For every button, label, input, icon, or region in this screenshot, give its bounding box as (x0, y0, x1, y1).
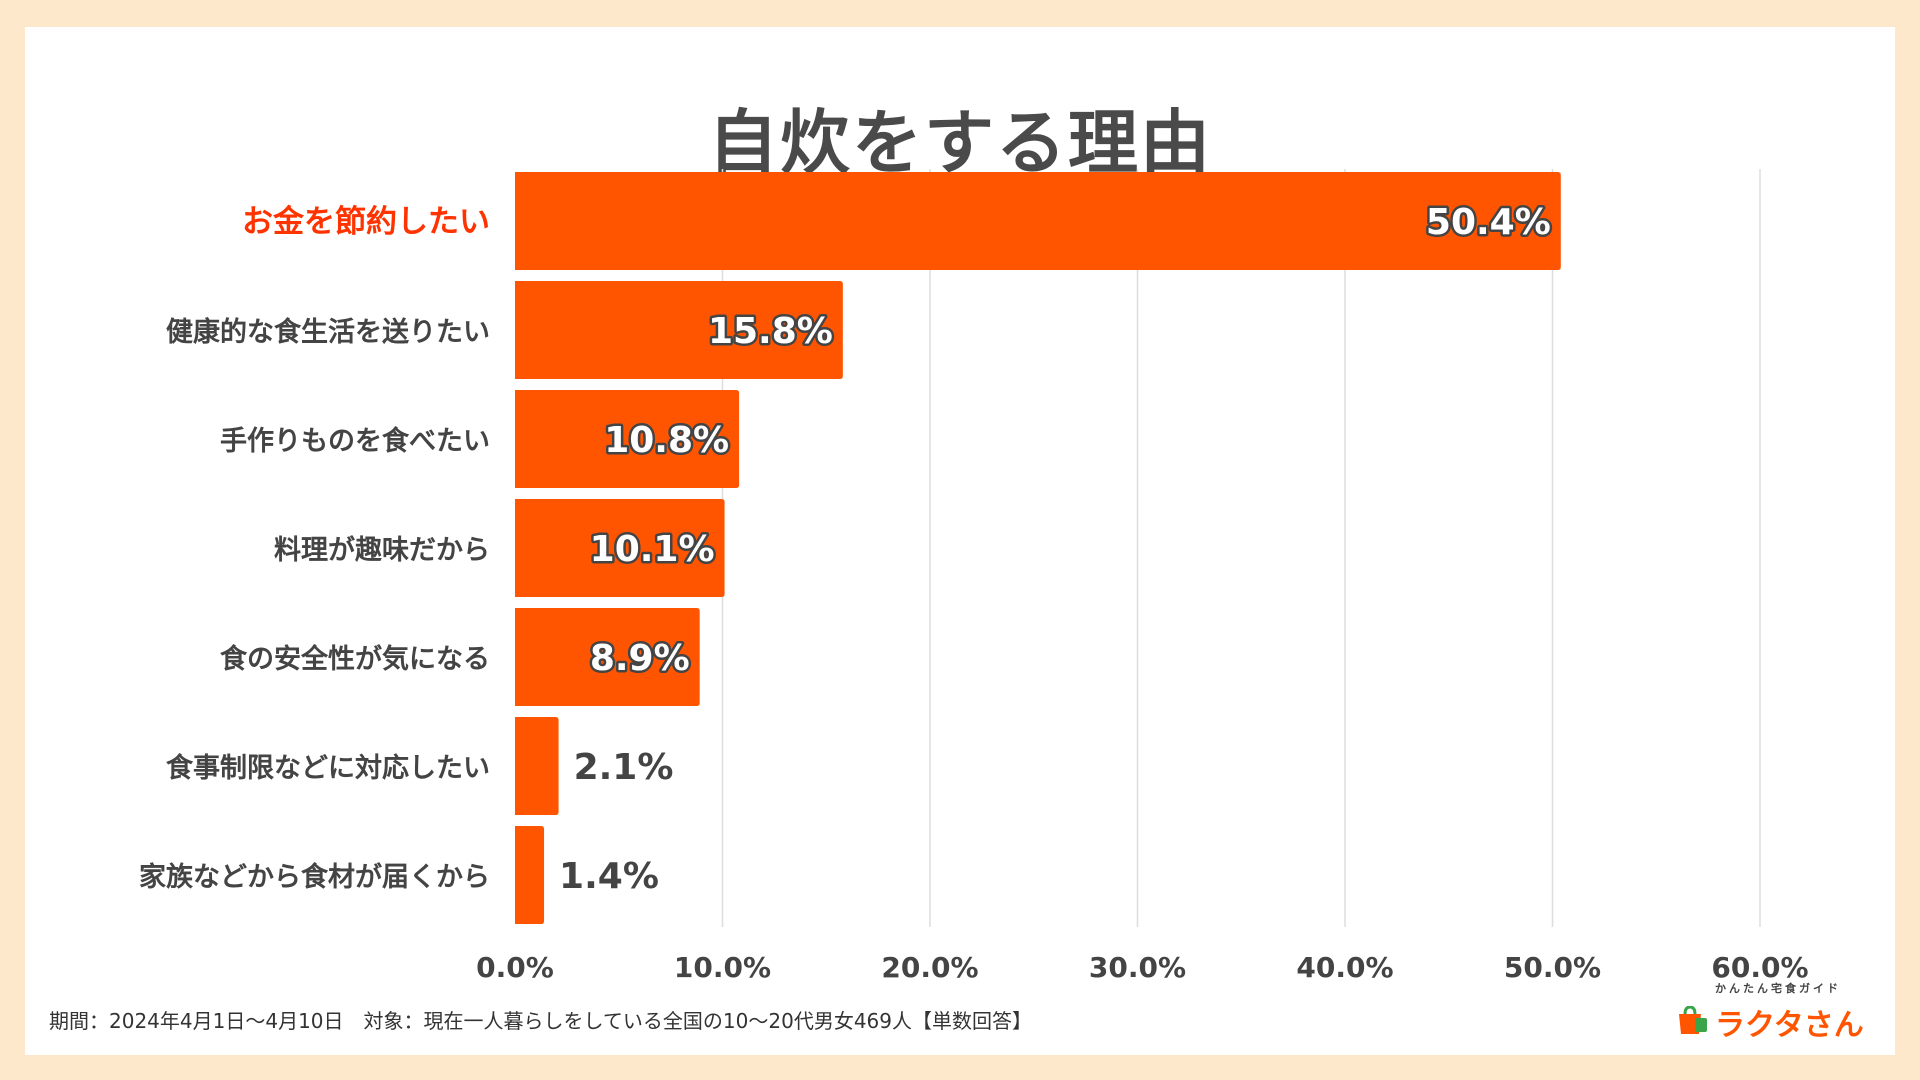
x-tick-label: 50.0% (1504, 951, 1601, 984)
data-label: 50.4% (1426, 202, 1551, 243)
shopping-bag-icon (1679, 1006, 1707, 1034)
category-label: 料理が趣味だから (274, 534, 490, 566)
brand-logo: かんたん宅食ガイド ラクタさん (1675, 980, 1875, 1050)
x-tick-label: 30.0% (1089, 951, 1186, 984)
chart-title: 自炊をする理由 (708, 102, 1212, 184)
bar (515, 826, 545, 924)
data-label: 8.9% (590, 638, 690, 679)
bar (515, 172, 1561, 270)
x-tick-label: 40.0% (1296, 951, 1393, 984)
data-label: 1.4% (559, 856, 659, 897)
bar (515, 499, 725, 597)
survey-note: 期間：2024年4月1日〜4月10日 対象：現在一人暮らしをしている全国の10〜… (49, 1009, 1032, 1033)
logo-tagline: かんたん宅食ガイド (1715, 982, 1841, 995)
category-label: 手作りものを食べたい (220, 425, 490, 457)
bar (515, 608, 700, 706)
chart-card: 自炊をする理由 0.0% 10.0% 20.0% 30.0% 40.0% 50.0% 60.… (25, 27, 1895, 1055)
x-tick-label: 10.0% (674, 951, 771, 984)
bar (515, 281, 843, 379)
x-tick-label: 20.0% (881, 951, 978, 984)
logo-name: ラクタさん (1715, 1008, 1864, 1043)
bar (515, 717, 559, 815)
category-label: 食の安全性が気になる (220, 643, 490, 675)
x-tick-label: 0.0% (476, 951, 554, 984)
data-label: 10.1% (590, 529, 715, 570)
data-label: 10.8% (604, 420, 729, 461)
bar (515, 390, 740, 488)
category-label: 健康的な食生活を送りたい (166, 316, 490, 348)
category-label: 家族などから食材が届くから (139, 861, 490, 893)
data-label: 15.8% (708, 311, 833, 352)
bar-chart: 0.0% 10.0% 20.0% 30.0% 40.0% 50.0% 60.0% お金を節約し… (139, 169, 1809, 984)
category-label: お金を節約したい (242, 204, 490, 240)
x-tick-label: 60.0% (1711, 951, 1808, 984)
data-label: 2.1% (574, 747, 674, 788)
category-label: 食事制限などに対応したい (166, 752, 490, 784)
